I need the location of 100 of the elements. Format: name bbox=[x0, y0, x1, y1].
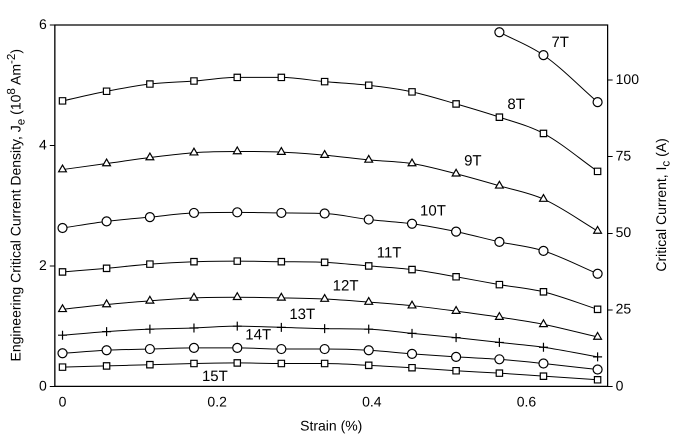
point bbox=[233, 359, 242, 367]
point bbox=[406, 348, 418, 359]
point bbox=[102, 87, 110, 96]
point bbox=[189, 148, 198, 156]
point bbox=[540, 130, 548, 138]
point bbox=[452, 306, 461, 314]
point bbox=[145, 152, 154, 160]
point bbox=[364, 345, 374, 356]
point bbox=[188, 322, 200, 334]
point bbox=[594, 168, 602, 176]
point bbox=[144, 212, 155, 222]
point bbox=[494, 180, 504, 189]
point bbox=[364, 362, 372, 370]
point bbox=[450, 352, 462, 362]
point bbox=[101, 345, 112, 356]
point bbox=[538, 342, 549, 352]
series-label: 14T bbox=[245, 326, 272, 344]
point bbox=[57, 348, 68, 358]
x-tick-label: 0.6 bbox=[516, 394, 536, 410]
point bbox=[592, 352, 603, 362]
point bbox=[276, 292, 286, 301]
point bbox=[538, 319, 548, 328]
point bbox=[146, 260, 154, 268]
point bbox=[102, 299, 112, 308]
series-label: 9T bbox=[464, 152, 482, 170]
point bbox=[320, 78, 328, 86]
y-tick-label: 2 bbox=[38, 256, 47, 273]
series-label: 7T bbox=[551, 34, 569, 51]
point bbox=[276, 208, 286, 218]
point bbox=[538, 358, 549, 369]
point bbox=[276, 344, 286, 354]
y2-tick-label: 100 bbox=[616, 70, 640, 87]
point bbox=[320, 344, 330, 354]
point bbox=[320, 208, 330, 219]
point bbox=[102, 158, 112, 166]
point bbox=[57, 222, 68, 234]
point bbox=[233, 257, 242, 265]
point bbox=[593, 226, 602, 234]
x-tick-label: 0.4 bbox=[362, 394, 382, 410]
point bbox=[592, 268, 603, 279]
point bbox=[57, 330, 68, 340]
point bbox=[494, 236, 504, 247]
point bbox=[146, 80, 154, 88]
point bbox=[408, 88, 416, 96]
point bbox=[146, 360, 154, 368]
point bbox=[58, 268, 66, 276]
point bbox=[101, 326, 112, 337]
point bbox=[408, 300, 417, 309]
point bbox=[144, 324, 155, 334]
point bbox=[278, 74, 286, 82]
point bbox=[232, 146, 242, 154]
point bbox=[101, 216, 112, 226]
point bbox=[320, 360, 328, 368]
point bbox=[594, 306, 602, 314]
point bbox=[58, 363, 66, 371]
series-label: 8T bbox=[507, 96, 525, 113]
x-tick-label: 0 bbox=[58, 394, 67, 410]
point bbox=[276, 146, 286, 155]
point bbox=[452, 168, 461, 177]
point bbox=[233, 74, 242, 82]
series-label: 15T bbox=[202, 368, 228, 386]
point bbox=[494, 312, 504, 320]
point bbox=[320, 294, 330, 302]
series-label: 11T bbox=[376, 244, 402, 262]
point bbox=[232, 342, 242, 353]
point bbox=[232, 207, 242, 218]
point bbox=[190, 258, 198, 266]
point bbox=[538, 194, 548, 202]
point bbox=[364, 154, 374, 163]
point bbox=[188, 342, 200, 353]
point bbox=[232, 321, 242, 332]
point bbox=[190, 77, 198, 85]
point bbox=[189, 292, 198, 301]
point bbox=[58, 304, 68, 312]
point bbox=[58, 97, 66, 105]
point bbox=[408, 266, 416, 274]
point bbox=[320, 150, 330, 158]
point bbox=[408, 158, 417, 166]
y-tick-label: 4 bbox=[38, 136, 47, 152]
point bbox=[364, 324, 374, 334]
point bbox=[190, 360, 198, 368]
y2-tick-label: 50 bbox=[616, 224, 632, 240]
point bbox=[538, 50, 549, 60]
point bbox=[406, 218, 418, 229]
point bbox=[496, 369, 504, 377]
y2-tick-label: 75 bbox=[616, 148, 632, 164]
point bbox=[364, 81, 372, 90]
point bbox=[278, 360, 286, 368]
y-tick-label: 6 bbox=[38, 16, 47, 32]
point bbox=[320, 323, 330, 334]
point bbox=[592, 97, 603, 108]
y-tick-label: 0 bbox=[38, 377, 47, 394]
point bbox=[58, 164, 68, 172]
point bbox=[102, 264, 110, 272]
point bbox=[364, 296, 374, 305]
point bbox=[364, 214, 374, 225]
point bbox=[450, 332, 462, 343]
series-label: 10T bbox=[420, 202, 446, 220]
point bbox=[406, 328, 418, 338]
point bbox=[450, 226, 462, 237]
